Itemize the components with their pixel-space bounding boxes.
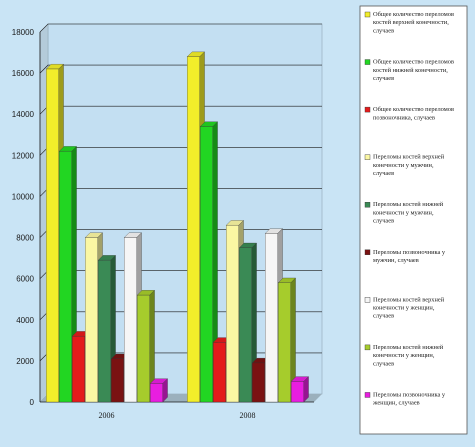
legend-swatch xyxy=(364,344,371,351)
bar xyxy=(277,277,296,403)
bar-front xyxy=(137,294,150,403)
bar-front xyxy=(72,336,85,403)
bar-front xyxy=(226,225,239,403)
legend-label: Переломы костей верхней конечности у мужч… xyxy=(373,154,445,177)
legend-label: Общее количество переломов костей верхней… xyxy=(373,11,454,34)
legend-box xyxy=(359,5,468,435)
y-axis: 0 2000 4000 6000 8000 10000 12000 14000 16000 180… xyxy=(12,28,41,407)
legend-item: Общее количество переломов костей верхней… xyxy=(364,11,454,34)
y-tick-label: 10000 xyxy=(12,192,35,201)
x-tick-label: 2006 xyxy=(99,411,115,420)
legend-label: Переломы позвоночника у женщин, случаев xyxy=(372,391,446,406)
y-tick-label: 0 xyxy=(30,398,35,407)
y-tick-label: 18000 xyxy=(12,28,35,37)
bar-front xyxy=(291,381,304,403)
bar xyxy=(290,376,309,403)
legend-item: Переломы костей верхней конечности у женщ… xyxy=(364,296,445,320)
legend-item: Переломы позвоночника у мужчин, случаев xyxy=(364,249,446,264)
y-tick-label: 16000 xyxy=(12,69,35,78)
bar-front xyxy=(200,126,213,403)
legend-swatch xyxy=(364,154,371,160)
bar-front xyxy=(85,237,98,403)
legend-item: Переломы костей нижней конечности у мужчи… xyxy=(364,201,444,225)
y-tick-label: 14000 xyxy=(12,110,35,119)
bar-front xyxy=(98,260,111,403)
legend-item: Переломы костей верхней конечности у мужч… xyxy=(364,154,445,177)
legend-swatch xyxy=(364,392,371,398)
legend-item: Переломы позвоночника у женщин, случаев xyxy=(364,391,446,407)
legend-item: Общее количество переломов позвоночника, … xyxy=(364,106,454,121)
legend-label: Переломы костей верхней конечности у женщ… xyxy=(373,296,445,319)
y-tick-label: 6000 xyxy=(16,275,34,284)
legend-item: Общее количество переломов костей нижней … xyxy=(364,59,454,82)
y-tick-label: 8000 xyxy=(16,234,34,243)
gridline xyxy=(39,64,322,74)
bar-front xyxy=(46,68,59,403)
legend-label: Общее количество переломов позвоночника, … xyxy=(373,106,454,121)
bar-front xyxy=(265,233,278,403)
bars xyxy=(45,51,309,403)
legend-swatch xyxy=(364,11,371,18)
y-tick-label: 2000 xyxy=(16,357,34,366)
bar-front xyxy=(278,282,291,403)
legend-swatch xyxy=(364,106,371,113)
legend-swatch xyxy=(364,59,371,65)
bar-front xyxy=(59,151,72,403)
legend: Общее количество переломов костей верхней… xyxy=(359,5,468,435)
bar xyxy=(199,121,218,403)
legend-swatch xyxy=(364,249,371,255)
bar-front xyxy=(150,383,163,403)
x-tick-label: 2008 xyxy=(240,411,256,420)
bar-front xyxy=(213,342,226,403)
bar-front xyxy=(252,362,265,403)
legend-label: Общее количество переломов костей нижней … xyxy=(373,59,454,82)
legend-swatch xyxy=(364,202,371,208)
legend-swatch xyxy=(364,297,371,303)
legend-label: Переломы позвоночника у мужчин, случаев xyxy=(373,249,446,264)
y-tick-label: 4000 xyxy=(16,316,34,325)
bar-front xyxy=(111,358,124,403)
bar-front xyxy=(124,237,137,403)
bar xyxy=(136,289,155,403)
legend-item: Переломы костей нижней конечности у женщи… xyxy=(364,344,444,367)
x-axis: 2006 2008 xyxy=(40,401,314,420)
legend-label: Переломы костей нижней конечности у женщи… xyxy=(373,344,444,367)
bar-front xyxy=(187,56,200,403)
legend-label: Переломы костей нижней конечности у мужчи… xyxy=(373,201,444,224)
gridline xyxy=(39,23,322,33)
bar xyxy=(149,378,168,403)
y-tick-label: 12000 xyxy=(12,151,35,160)
bar-front xyxy=(239,247,252,403)
